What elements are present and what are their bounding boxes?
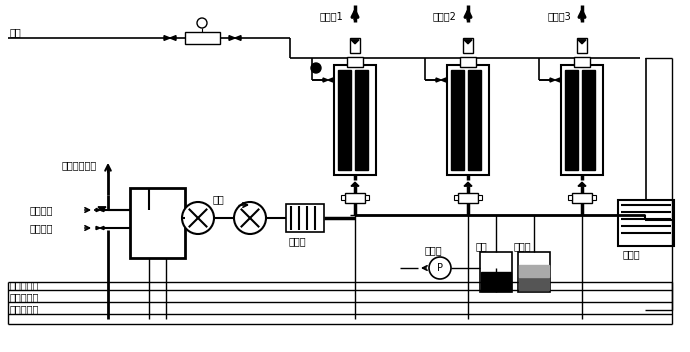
Circle shape bbox=[311, 63, 321, 73]
Text: 溶剂回收液: 溶剂回收液 bbox=[10, 280, 39, 290]
Polygon shape bbox=[441, 78, 446, 82]
Bar bbox=[334, 65, 376, 175]
Circle shape bbox=[197, 18, 207, 28]
Bar bbox=[454, 195, 458, 200]
Text: 空气: 空气 bbox=[213, 194, 225, 204]
Bar bbox=[519, 265, 549, 277]
Bar bbox=[341, 195, 345, 200]
Bar bbox=[572, 193, 592, 203]
Bar bbox=[478, 195, 482, 200]
Text: P: P bbox=[437, 263, 443, 273]
Polygon shape bbox=[98, 207, 106, 211]
Polygon shape bbox=[229, 36, 235, 40]
Bar bbox=[355, 70, 368, 170]
Bar bbox=[463, 38, 473, 53]
Text: 冷却水回水: 冷却水回水 bbox=[10, 304, 39, 314]
Text: 低温尾气: 低温尾气 bbox=[30, 223, 54, 233]
Text: 冷凝器: 冷凝器 bbox=[623, 249, 640, 259]
Text: 吸附器3: 吸附器3 bbox=[548, 11, 572, 21]
Circle shape bbox=[234, 202, 266, 234]
Bar bbox=[481, 272, 511, 291]
Polygon shape bbox=[464, 40, 472, 44]
Polygon shape bbox=[235, 36, 241, 40]
Bar bbox=[460, 57, 476, 67]
Circle shape bbox=[429, 257, 451, 279]
Polygon shape bbox=[323, 78, 328, 82]
Bar bbox=[468, 70, 481, 170]
Bar bbox=[345, 193, 365, 203]
Text: 冷却器: 冷却器 bbox=[289, 236, 306, 246]
Text: 储槽: 储槽 bbox=[476, 241, 488, 251]
Polygon shape bbox=[96, 208, 100, 212]
Polygon shape bbox=[351, 40, 359, 44]
Bar bbox=[185, 32, 220, 44]
Bar bbox=[618, 200, 674, 246]
Text: 吸附器1: 吸附器1 bbox=[320, 11, 344, 21]
Polygon shape bbox=[550, 78, 555, 82]
Polygon shape bbox=[100, 226, 104, 230]
Polygon shape bbox=[164, 36, 170, 40]
Text: 分层槽: 分层槽 bbox=[514, 241, 531, 251]
Bar bbox=[577, 38, 587, 53]
Polygon shape bbox=[436, 78, 441, 82]
Text: 吸附器2: 吸附器2 bbox=[433, 11, 457, 21]
Bar bbox=[130, 188, 185, 258]
Bar bbox=[574, 57, 590, 67]
Text: 高温尾气: 高温尾气 bbox=[30, 205, 54, 215]
Bar bbox=[458, 193, 478, 203]
Polygon shape bbox=[328, 78, 333, 82]
Polygon shape bbox=[464, 182, 472, 186]
Text: 蹉汽: 蹉汽 bbox=[10, 27, 22, 37]
Bar bbox=[447, 65, 489, 175]
Circle shape bbox=[182, 202, 214, 234]
Bar bbox=[592, 195, 596, 200]
Polygon shape bbox=[555, 78, 560, 82]
Bar bbox=[338, 70, 351, 170]
Bar bbox=[365, 195, 369, 200]
Polygon shape bbox=[578, 182, 586, 186]
Text: 事故尾气排放: 事故尾气排放 bbox=[62, 160, 97, 170]
Polygon shape bbox=[170, 36, 176, 40]
Bar bbox=[518, 252, 550, 292]
Bar bbox=[561, 65, 603, 175]
Bar bbox=[519, 278, 549, 290]
Bar bbox=[568, 195, 572, 200]
Text: 冷却水上水: 冷却水上水 bbox=[10, 292, 39, 302]
Polygon shape bbox=[96, 226, 100, 230]
Bar bbox=[582, 70, 595, 170]
Text: 排液泵: 排液泵 bbox=[425, 245, 442, 255]
Bar bbox=[347, 57, 363, 67]
Polygon shape bbox=[100, 208, 104, 212]
Polygon shape bbox=[578, 40, 586, 44]
Bar bbox=[451, 70, 464, 170]
Bar bbox=[286, 204, 324, 232]
Polygon shape bbox=[351, 182, 359, 186]
Bar bbox=[350, 38, 360, 53]
Bar bbox=[480, 252, 512, 292]
Bar bbox=[565, 70, 578, 170]
